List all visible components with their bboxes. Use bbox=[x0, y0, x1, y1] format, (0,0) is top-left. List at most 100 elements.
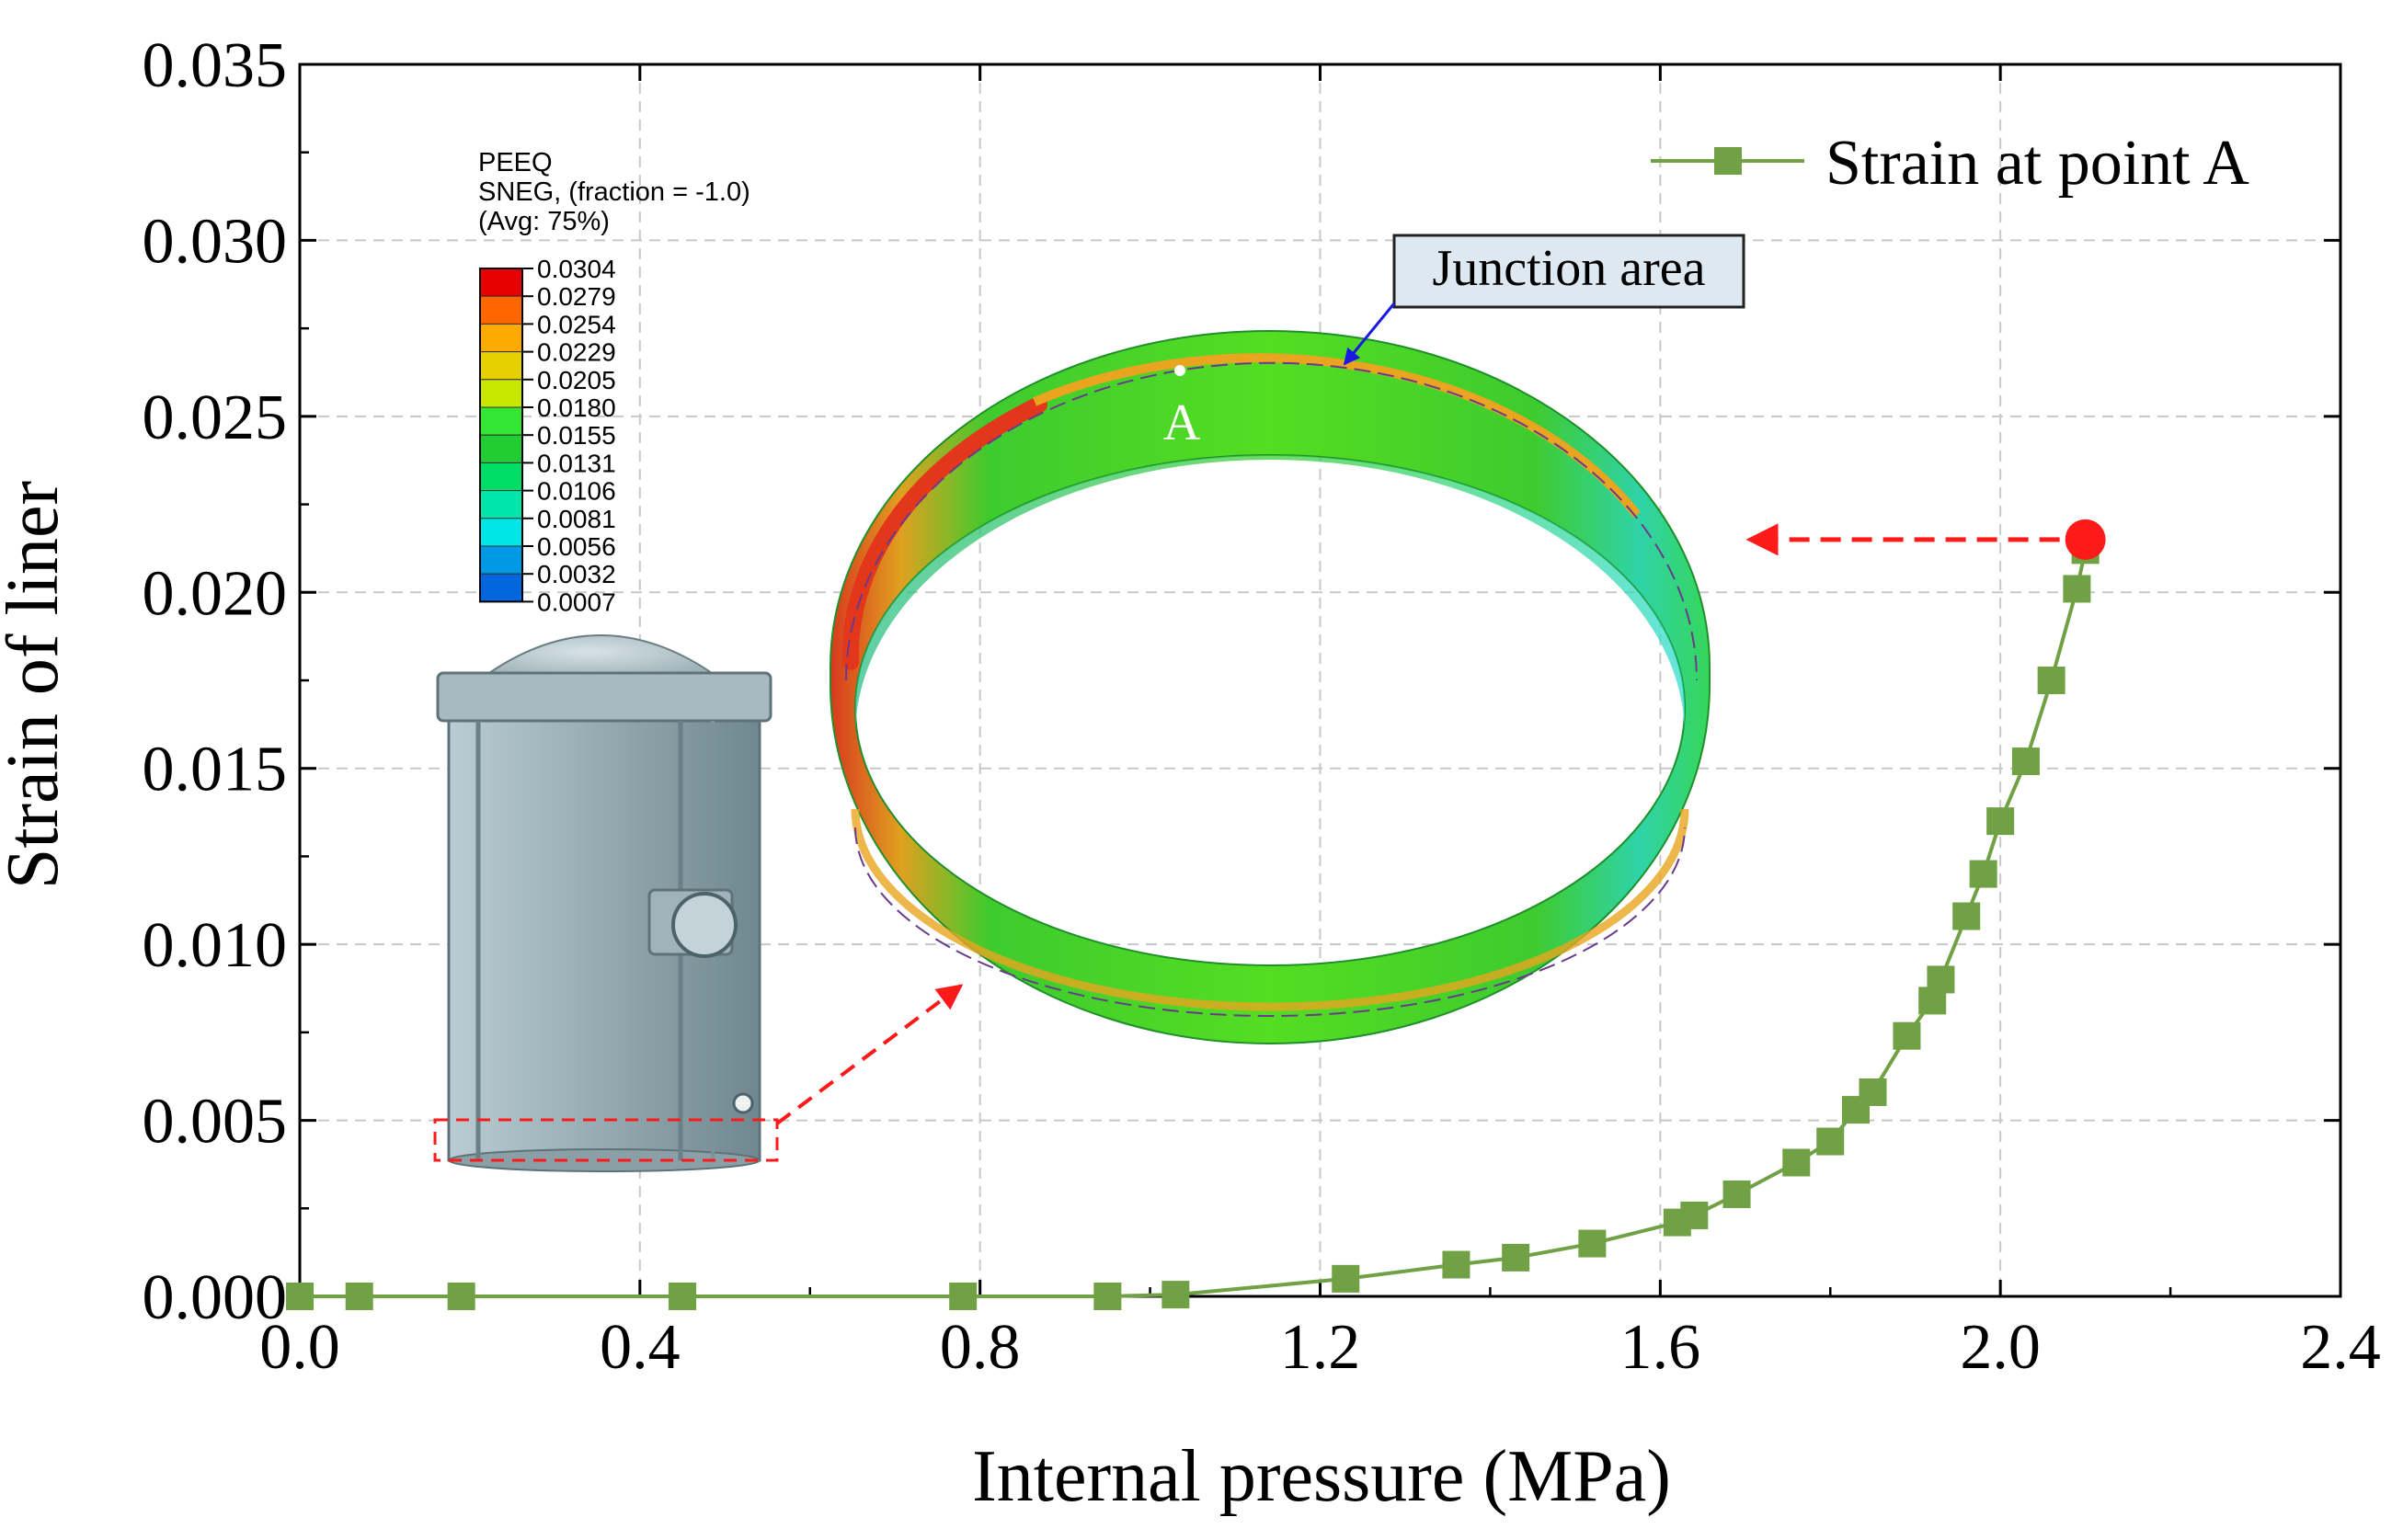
contour-swatch bbox=[479, 573, 523, 602]
contour-value-label: 0.0279 bbox=[537, 282, 616, 311]
data-point bbox=[1927, 965, 1955, 994]
contour-swatch bbox=[479, 351, 523, 381]
vessel-small-hole bbox=[732, 1092, 754, 1114]
data-point bbox=[1952, 902, 1981, 930]
data-point bbox=[2037, 667, 2065, 694]
contour-legend-avg: (Avg: 75%) bbox=[478, 207, 610, 236]
contour-value-label: 0.0081 bbox=[537, 505, 616, 533]
x-axis-label: Internal pressure (MPa) bbox=[972, 1436, 1671, 1517]
contour-swatch bbox=[479, 406, 523, 436]
y-tick-label: 0.005 bbox=[143, 1087, 288, 1158]
data-point bbox=[1969, 860, 1997, 888]
ring-warm-band bbox=[1033, 353, 1641, 519]
legend-label: Strain at point A bbox=[1825, 128, 2249, 199]
data-point bbox=[1161, 1281, 1190, 1309]
contour-swatch bbox=[479, 462, 523, 492]
data-point bbox=[2063, 575, 2091, 603]
contour-swatch bbox=[479, 268, 523, 297]
contour-value-label: 0.0229 bbox=[537, 338, 616, 367]
ring-band bbox=[830, 330, 1711, 1044]
contour-value-label: 0.0180 bbox=[537, 394, 616, 422]
series-strain-at-point-a bbox=[286, 536, 2100, 1310]
data-point bbox=[447, 1283, 475, 1310]
y-axis-label: Strain of liner bbox=[0, 481, 74, 889]
contour-swatch bbox=[479, 323, 523, 353]
data-point bbox=[1893, 1021, 1921, 1050]
data-point bbox=[345, 1283, 373, 1310]
data-point bbox=[1722, 1180, 1751, 1208]
junction-arrow bbox=[1343, 302, 1396, 366]
data-point bbox=[1816, 1127, 1845, 1156]
y-tick-label: 0.020 bbox=[143, 558, 288, 629]
region-arrow bbox=[775, 984, 964, 1125]
data-point bbox=[1578, 1229, 1607, 1258]
contour-swatch bbox=[479, 379, 523, 408]
data-point bbox=[1332, 1264, 1360, 1293]
data-point bbox=[1093, 1283, 1122, 1310]
contour-swatches: 0.03040.02790.02540.02290.02050.01800.01… bbox=[479, 255, 616, 616]
point-a-label: A bbox=[1163, 394, 1201, 451]
point-a-marker bbox=[1174, 365, 1185, 376]
contour-value-label: 0.0155 bbox=[537, 421, 616, 450]
junction-label: Junction area bbox=[1433, 240, 1706, 297]
data-point bbox=[1442, 1250, 1470, 1279]
contour-value-label: 0.0205 bbox=[537, 366, 616, 394]
x-tick-label: 1.2 bbox=[1280, 1312, 1361, 1383]
junction-region-box bbox=[433, 1118, 779, 1162]
data-point bbox=[1502, 1243, 1530, 1272]
contour-swatch bbox=[479, 434, 523, 463]
legend-marker bbox=[1714, 147, 1742, 175]
y-tick-label: 0.000 bbox=[143, 1262, 288, 1333]
data-point bbox=[1680, 1201, 1709, 1229]
ring-lower-line bbox=[854, 827, 1686, 1017]
ring-lower-band bbox=[851, 808, 1689, 1011]
contour-value-label: 0.0007 bbox=[537, 587, 616, 616]
contour-swatch bbox=[479, 490, 523, 519]
vessel-illustration bbox=[433, 634, 964, 1172]
contour-legend: PEEQ SNEG, (fraction = -1.0) (Avg: 75%) … bbox=[478, 148, 750, 616]
data-point bbox=[1859, 1078, 1887, 1106]
liner-ring-contour: A Junction area bbox=[830, 234, 1745, 1044]
y-tick-label: 0.030 bbox=[143, 206, 288, 277]
x-tick-label: 0.8 bbox=[940, 1312, 1021, 1383]
x-tick-label: 2.0 bbox=[1960, 1312, 2041, 1383]
vessel-flange bbox=[436, 671, 772, 723]
data-point bbox=[2011, 747, 2040, 776]
y-tick-label: 0.015 bbox=[143, 735, 288, 805]
contour-swatch bbox=[479, 518, 523, 547]
contour-value-label: 0.0131 bbox=[537, 449, 616, 477]
x-tick-label: 0.4 bbox=[600, 1312, 681, 1383]
y-tick-labels: 0.000 0.005 0.010 0.015 0.020 0.025 0.030 0.035 bbox=[143, 30, 288, 1333]
highlight-layer bbox=[1745, 519, 2106, 560]
contour-value-label: 0.0056 bbox=[537, 532, 616, 561]
contour-value-label: 0.0254 bbox=[537, 310, 616, 338]
series-legend: Strain at point A bbox=[1651, 128, 2249, 199]
contour-value-label: 0.0032 bbox=[537, 560, 616, 588]
contour-legend-subtitle: SNEG, (fraction = -1.0) bbox=[478, 177, 750, 207]
contour-value-label: 0.0106 bbox=[537, 477, 616, 506]
contour-swatch bbox=[479, 545, 523, 575]
x-tick-labels: 0.0 0.4 0.8 1.2 1.6 2.0 2.4 bbox=[259, 1312, 2381, 1383]
y-tick-label: 0.025 bbox=[143, 382, 288, 453]
vessel-port bbox=[671, 892, 738, 958]
vessel-dome bbox=[474, 634, 727, 683]
data-point bbox=[669, 1283, 697, 1310]
contour-value-label: 0.0304 bbox=[537, 255, 616, 283]
contour-swatch bbox=[479, 295, 523, 325]
junction-label-box bbox=[1392, 234, 1745, 309]
x-tick-label: 1.6 bbox=[1620, 1312, 1701, 1383]
series-line bbox=[300, 549, 2088, 1298]
x-tick-label: 0.0 bbox=[259, 1312, 340, 1383]
highlight-point bbox=[2065, 519, 2106, 560]
data-point bbox=[286, 1283, 314, 1310]
y-tick-label: 0.010 bbox=[143, 910, 288, 981]
contour-legend-title: PEEQ bbox=[478, 148, 553, 177]
x-tick-label: 2.4 bbox=[2300, 1312, 2381, 1383]
data-point bbox=[1782, 1148, 1811, 1177]
y-tick-label: 0.035 bbox=[143, 30, 288, 101]
ring-junction-line bbox=[845, 361, 1698, 681]
data-point bbox=[949, 1283, 978, 1310]
data-point bbox=[1986, 807, 2015, 836]
